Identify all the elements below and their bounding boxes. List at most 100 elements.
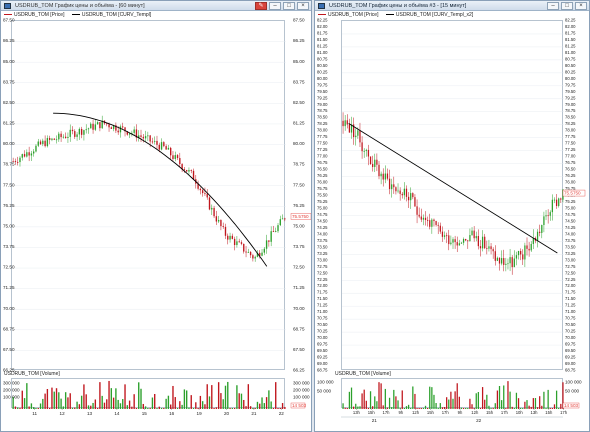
volume-bar xyxy=(106,399,108,409)
price-axis-label-left: 73.25 xyxy=(317,251,328,256)
minimize-icon[interactable]: – xyxy=(269,2,281,10)
candle-body xyxy=(122,126,124,128)
price-axis-label-right: 69.75 xyxy=(565,342,576,347)
price-axis-label-left: 71.25 xyxy=(317,303,328,308)
volume-pane[interactable] xyxy=(11,378,286,409)
candle-body xyxy=(414,197,416,207)
volume-bar xyxy=(149,408,151,409)
candle-body xyxy=(185,170,188,172)
candle-body xyxy=(357,130,359,136)
price-pane[interactable] xyxy=(341,20,564,370)
volume-bar xyxy=(528,405,530,409)
volume-bar xyxy=(454,391,456,409)
candle-body xyxy=(138,135,140,138)
candle-body xyxy=(215,216,218,222)
price-axis-label-right: 81.25 xyxy=(293,121,305,126)
price-axis-label-left: 77.50 xyxy=(317,141,328,146)
legend-swatch-curve xyxy=(71,14,80,16)
time-tick-label: 10h xyxy=(516,410,524,415)
price-axis-label-right: 78.75 xyxy=(565,108,576,113)
volume-bar xyxy=(350,387,353,409)
candle-body xyxy=(268,240,270,242)
candle-body xyxy=(420,216,422,220)
price-axis-label-left: 82.50 xyxy=(3,100,15,105)
price-pane[interactable] xyxy=(11,20,286,370)
price-axis-label-left: 83.75 xyxy=(3,79,15,84)
candle-body xyxy=(541,225,543,233)
price-axis-label-right: 70.50 xyxy=(565,322,576,327)
maximize-icon[interactable]: □ xyxy=(283,2,295,10)
price-axis-label-left: 86.25 xyxy=(3,38,15,43)
candle-body xyxy=(256,252,259,257)
candle-body xyxy=(391,184,393,190)
price-axis-label-right: 76.75 xyxy=(565,160,576,165)
window-titlebar[interactable]: USDRUB_TOM График цены и объёма - [60 ми… xyxy=(1,1,311,11)
window-titlebar[interactable]: USDRUB_TOM График цены и объёма #3 - [15… xyxy=(315,1,589,11)
volume-bar xyxy=(167,395,170,409)
price-axis-label-left: 77.00 xyxy=(317,154,328,159)
candle-body xyxy=(558,198,560,206)
volume-bar xyxy=(539,396,541,409)
volume-bar xyxy=(272,408,275,409)
candle-body xyxy=(206,193,208,198)
candle-body xyxy=(355,135,357,138)
volume-bar xyxy=(119,403,122,409)
volume-bar xyxy=(224,385,227,409)
price-axis-label-left: 79.50 xyxy=(317,89,328,94)
volume-bar xyxy=(122,399,124,409)
volume-bar xyxy=(158,406,160,409)
pin-icon[interactable]: ✎ xyxy=(255,2,267,10)
volume-bar xyxy=(69,393,71,409)
candle-body xyxy=(344,120,346,127)
chart-window-15min: USDRUB_TOM График цены и объёма #3 - [15… xyxy=(314,0,590,432)
volume-bar xyxy=(165,398,167,409)
price-axis-label-right: 77.50 xyxy=(293,182,305,187)
candle-body xyxy=(348,124,351,133)
candle-body xyxy=(511,257,513,268)
candle-body xyxy=(229,235,231,240)
candle-body xyxy=(539,231,541,233)
maximize-icon[interactable]: □ xyxy=(561,2,573,10)
candle-body xyxy=(363,150,365,152)
candle-body xyxy=(69,129,71,137)
candle-body xyxy=(163,142,165,147)
volume-bar xyxy=(481,387,484,409)
candle-body xyxy=(39,141,42,145)
candle-body xyxy=(270,231,272,242)
volume-bar xyxy=(363,389,365,409)
time-tick-label: 15h xyxy=(368,410,376,415)
volume-bar xyxy=(60,398,62,409)
price-axis-label-right: 74.25 xyxy=(565,225,576,230)
volume-bar xyxy=(44,393,46,409)
time-tick-label: 15h xyxy=(427,410,435,415)
close-icon[interactable]: × xyxy=(297,2,309,10)
volume-bar xyxy=(277,408,279,409)
volume-bar xyxy=(520,408,522,409)
candle-body xyxy=(236,241,238,246)
volume-bar xyxy=(437,408,439,409)
volume-pane[interactable] xyxy=(341,378,564,409)
volume-bar xyxy=(48,408,51,409)
price-axis-label-left: 72.00 xyxy=(317,283,328,288)
volume-bar xyxy=(517,398,520,409)
price-axis-label-left: 80.75 xyxy=(317,56,328,61)
current-price-label: 75.5750 xyxy=(564,191,581,196)
candle-body xyxy=(33,151,35,154)
volume-chart-15min xyxy=(342,381,564,409)
price-axis-label-left: 78.75 xyxy=(3,162,15,167)
minimize-icon[interactable]: – xyxy=(547,2,559,10)
volume-bar xyxy=(87,405,90,409)
volume-bar xyxy=(490,408,492,409)
date-tick-label: 13 xyxy=(87,411,93,416)
close-icon[interactable]: × xyxy=(575,2,587,10)
volume-bar xyxy=(112,397,115,409)
candle-body xyxy=(498,257,501,264)
candle-body xyxy=(433,219,435,222)
volume-bar xyxy=(183,389,186,409)
volume-bar xyxy=(172,385,174,409)
volume-axis-label: 50 000 xyxy=(317,389,331,394)
candle-body xyxy=(551,199,554,213)
candle-body xyxy=(481,236,484,249)
candle-body xyxy=(261,252,263,256)
